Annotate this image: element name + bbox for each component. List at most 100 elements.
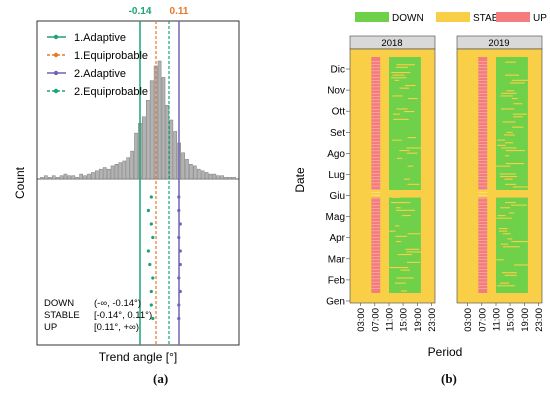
x-tick-label: 07:00 xyxy=(477,308,488,332)
heatmap-separator xyxy=(478,163,488,164)
heatmap-stripe xyxy=(496,217,512,219)
heatmap-separator xyxy=(371,147,381,148)
heatmap-separator xyxy=(371,115,381,116)
histogram-bar xyxy=(224,177,229,180)
histogram-bar xyxy=(204,172,209,180)
heatmap-cell-down xyxy=(389,57,421,190)
heatmap-separator xyxy=(371,262,381,264)
heatmap-separator xyxy=(371,227,381,228)
facet-label-2018: 2018 xyxy=(381,38,402,49)
heatmap-separator xyxy=(371,102,381,104)
heatmap-separator xyxy=(371,243,381,244)
method-marker-dot xyxy=(149,195,153,199)
heatmap-stripe xyxy=(503,246,520,248)
y-tick-label: Set xyxy=(330,128,345,139)
heatmap-separator xyxy=(371,160,381,161)
heatmap-separator xyxy=(478,80,488,81)
heatmap-stripe xyxy=(501,108,515,110)
y-tick-label: Mar xyxy=(328,254,346,265)
heatmap-separator xyxy=(478,118,488,120)
histogram-bar xyxy=(200,170,205,180)
heatmap-separator xyxy=(478,192,488,193)
heatmap-separator xyxy=(478,214,488,216)
heatmap-separator xyxy=(478,249,488,251)
heatmap-separator xyxy=(478,141,488,142)
heatmap-stripe xyxy=(404,85,416,87)
legend-label: 1.Adaptive xyxy=(74,32,126,44)
heatmap-stripe xyxy=(499,282,510,284)
heatmap-separator xyxy=(371,89,381,91)
heatmap-stripe xyxy=(406,147,421,149)
heatmap-separator xyxy=(478,195,488,196)
heatmap-stripe xyxy=(392,139,402,141)
heatmap-separator xyxy=(371,205,381,206)
heatmap-separator xyxy=(371,144,381,145)
histogram-bar xyxy=(130,150,134,180)
heatmap-separator xyxy=(371,150,381,152)
method-marker-dot xyxy=(151,276,155,280)
heatmap-separator xyxy=(371,157,381,158)
threshold-label-low: -0.14 xyxy=(129,6,152,17)
y-tick-label: Apr xyxy=(329,233,345,244)
histogram-bar xyxy=(118,162,123,180)
heatmap-separator xyxy=(478,173,488,174)
heatmap-separator xyxy=(371,73,381,75)
heatmap-separator xyxy=(371,192,381,193)
heatmap-separator xyxy=(371,112,381,113)
heatmap-stripe xyxy=(394,79,400,81)
x-tick-label: 19:00 xyxy=(413,308,424,332)
heatmap-separator xyxy=(371,224,381,225)
heatmap-stripe xyxy=(497,215,506,217)
heatmap-separator xyxy=(478,61,488,62)
histogram-bar xyxy=(220,175,225,180)
histogram-bar xyxy=(44,175,48,180)
heatmap-separator xyxy=(478,237,488,238)
heatmap-stripe xyxy=(407,137,416,139)
heatmap-separator xyxy=(478,169,488,171)
heatmap-separator xyxy=(478,221,488,222)
panel-b: DOWN STABLE UP 2018 2019 Gen Feb Mar Apr Mag… xyxy=(293,12,547,359)
histogram-bar xyxy=(122,160,127,180)
legend-item-adaptive-2: 2.Adaptive xyxy=(47,68,126,80)
histogram-bar xyxy=(55,177,60,180)
legend-marker xyxy=(53,52,59,58)
legend-item-equiprobable-2: 2.Equiprobable xyxy=(47,86,148,98)
method-marker-dot xyxy=(151,235,155,240)
heatmap-stripe xyxy=(510,204,527,206)
heatmap-stripe xyxy=(395,207,401,209)
heatmap-separator xyxy=(478,109,488,110)
heatmap-stripe xyxy=(395,235,407,237)
heatmap-frame xyxy=(349,48,436,304)
y-ticks-b: Gen Feb Mar Apr Mag Giu Lug Ago Set Ott Nov Dic xyxy=(326,65,350,308)
method-marker-dot xyxy=(146,249,150,253)
x-tick-label: 03:00 xyxy=(463,308,474,332)
heatmap-stripe xyxy=(407,183,420,185)
heatmap-stripe xyxy=(396,64,415,66)
legend-marker xyxy=(53,34,59,40)
class-name-up: UP xyxy=(44,322,57,333)
heatmap-separator xyxy=(371,182,381,184)
panel-a: -0.14 0.11 1.Adaptive 1.Equiprobable 2 xyxy=(13,6,240,364)
heatmap-stripe xyxy=(496,259,504,261)
heatmap-separator xyxy=(371,211,381,212)
histogram-bar xyxy=(228,177,232,180)
heatmap-stripe xyxy=(501,272,517,274)
heatmap-separator xyxy=(371,201,381,203)
x-tick-label: 03:00 xyxy=(356,308,367,332)
method-marker-dot xyxy=(149,222,153,226)
heatmap-separator xyxy=(478,67,488,68)
heatmap-separator xyxy=(478,182,488,184)
x-axis-label-b: Period xyxy=(428,345,463,359)
heatmap-cell-down xyxy=(496,57,528,190)
heatmap-cell-down xyxy=(496,197,528,293)
heatmap-separator xyxy=(478,89,488,91)
class-range-down: (-∞, -0.14°) xyxy=(94,298,141,309)
heatmap-separator xyxy=(371,134,381,136)
heatmap-separator xyxy=(371,77,381,78)
heatmap-separator xyxy=(371,131,381,132)
heatmap-stripe xyxy=(496,165,511,167)
heatmap-stripe xyxy=(505,183,517,185)
heatmap-separator xyxy=(478,259,488,260)
heatmap-separator xyxy=(478,198,488,200)
